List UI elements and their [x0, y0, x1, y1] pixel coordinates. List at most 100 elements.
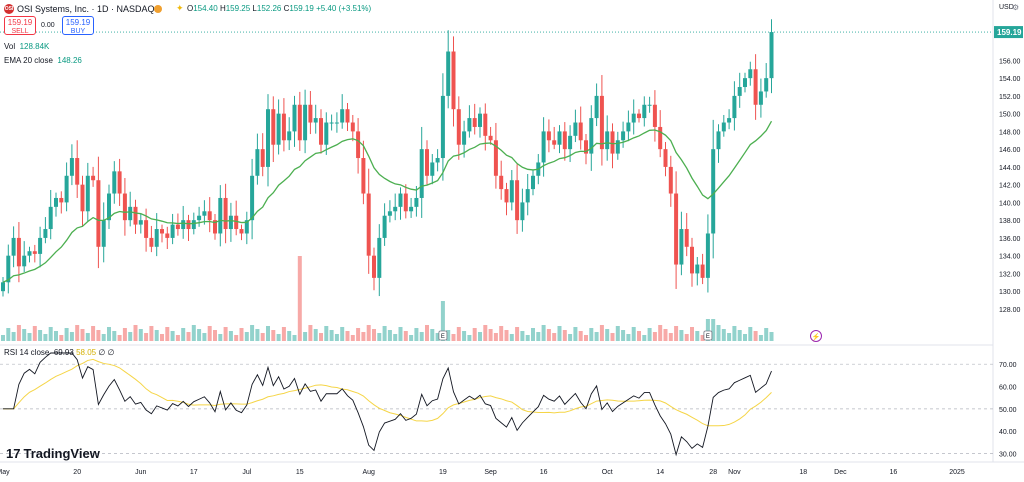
candle-body: [668, 166, 673, 194]
market-status-icon[interactable]: [154, 5, 162, 13]
time-tick-label: Oct: [602, 469, 613, 476]
volume-bar: [329, 330, 334, 341]
volume-bar: [568, 334, 573, 341]
candle-body: [642, 104, 647, 119]
volume-bar: [631, 327, 636, 341]
volume-bar: [32, 326, 37, 341]
candle-body: [637, 113, 641, 119]
time-tick-label: 17: [190, 469, 198, 476]
ema-legend[interactable]: EMA 20 close 148.26: [4, 56, 82, 65]
candle-body: [266, 109, 270, 167]
volume-bar: [112, 331, 117, 341]
candle-body: [96, 180, 101, 247]
candle-body: [69, 158, 74, 176]
candle-body: [255, 149, 260, 176]
candle-body: [191, 220, 196, 230]
price-tick-label: 152.00: [999, 94, 1021, 101]
candle-body: [165, 233, 170, 238]
currency-label[interactable]: USD: [999, 4, 1014, 11]
volume-bar: [589, 328, 594, 341]
volume-bar: [64, 328, 69, 341]
volume-bar: [382, 326, 387, 341]
candle-body: [557, 131, 562, 145]
price-tick-label: 150.00: [999, 112, 1021, 119]
volume-bar: [361, 332, 366, 341]
alert-glyph: ⚡: [812, 332, 821, 341]
candle-body: [531, 175, 535, 190]
star-icon[interactable]: ✦: [176, 3, 184, 13]
volume-bar: [38, 330, 43, 341]
candle-body: [440, 95, 445, 159]
candle-body: [334, 122, 339, 124]
volume-bar: [658, 325, 663, 341]
volume-bar: [218, 334, 223, 341]
tradingview-logo[interactable]: 17 TradingView: [6, 446, 100, 461]
price-tick-label: 136.00: [999, 236, 1021, 243]
volume-bar: [504, 330, 509, 341]
volume-bar: [594, 332, 599, 341]
volume-bar: [281, 327, 286, 341]
candle-body: [350, 122, 355, 132]
volume-bar: [191, 325, 196, 341]
candle-body: [154, 229, 159, 247]
candle-body: [202, 211, 207, 216]
volume-bar: [557, 326, 562, 341]
volume-bar: [462, 331, 467, 341]
candle-body: [483, 113, 488, 136]
settings-gear-icon[interactable]: ⚙: [1012, 3, 1020, 12]
candle-body: [525, 189, 530, 203]
candle-body: [271, 109, 276, 145]
candle-body: [387, 211, 392, 216]
buy-button[interactable]: 159.19 BUY: [62, 16, 94, 35]
volume-bar: [679, 330, 684, 341]
volume-bar: [22, 329, 27, 341]
volume-bar: [366, 325, 371, 341]
volume-bar: [255, 329, 260, 341]
time-tick-label: 14: [656, 469, 664, 476]
volume-bar: [663, 329, 668, 341]
volume-bar: [356, 328, 361, 341]
candle-body: [22, 255, 27, 267]
candle-body: [197, 215, 202, 221]
volume-bar: [107, 327, 111, 341]
volume-bar: [668, 333, 673, 341]
volume-bar: [266, 326, 270, 341]
volume-bar: [96, 330, 101, 341]
candle-body: [446, 51, 451, 96]
sell-label: SELL: [11, 28, 29, 35]
volume-bar: [711, 319, 716, 341]
candle-body: [32, 251, 37, 254]
ohlc-readout: O154.40 H159.25 L152.26 C159.19 +5.40 (+…: [187, 4, 372, 13]
volume-bar: [165, 327, 170, 341]
candle-body: [117, 171, 122, 194]
price-tick-label: 140.00: [999, 200, 1021, 207]
sell-button[interactable]: 159.19 SELL: [4, 16, 36, 35]
candle-body: [101, 220, 106, 247]
candle-body: [652, 104, 657, 127]
candle-body: [175, 224, 180, 230]
candle-body: [615, 140, 620, 154]
candle-body: [769, 32, 774, 79]
time-tick-label: 2025: [949, 469, 965, 476]
volume-bar: [345, 331, 350, 341]
price-tick-label: 130.00: [999, 289, 1021, 296]
candle-body: [716, 131, 721, 150]
volume-bar: [101, 334, 106, 341]
volume-bar: [637, 331, 641, 341]
candle-body: [758, 91, 763, 105]
candle-body: [122, 193, 127, 221]
last-price-tag: [994, 26, 1023, 39]
volume-bar: [250, 325, 255, 341]
volume-bar: [769, 332, 774, 341]
volume-legend[interactable]: Vol 128.84K: [4, 42, 50, 51]
symbol-title[interactable]: OSI Systems, Inc. · 1D · NASDAQ: [17, 4, 155, 14]
volume-bar: [54, 331, 58, 341]
ema-line: [2, 120, 773, 283]
volume-bar: [271, 330, 276, 341]
time-tick-label: 18: [799, 469, 807, 476]
candle-body: [223, 197, 228, 230]
candle-body: [467, 118, 472, 132]
rsi-legend[interactable]: RSI 14 close 69.93 58.05 ∅ ∅: [4, 348, 115, 357]
candle-body: [684, 229, 689, 247]
